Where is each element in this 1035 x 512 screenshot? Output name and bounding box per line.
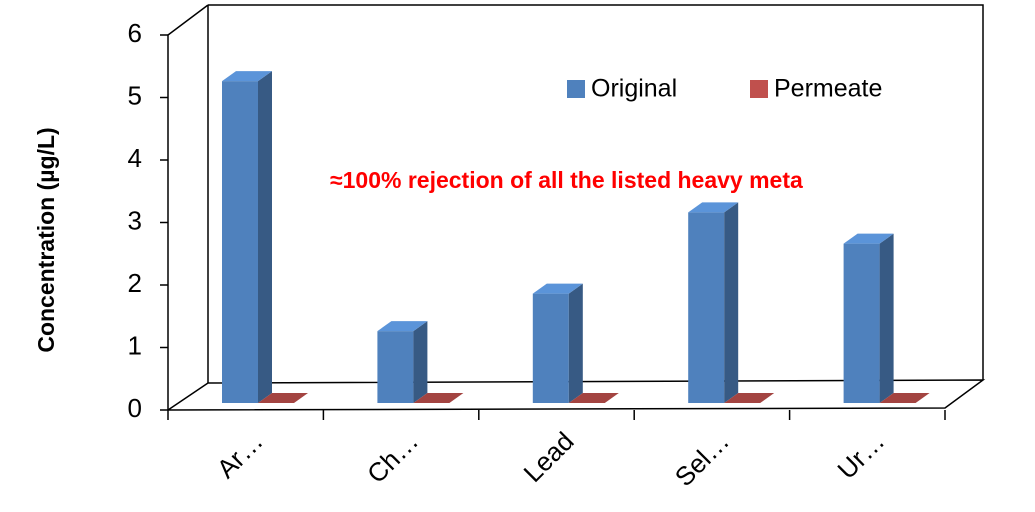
bar-top (688, 202, 739, 213)
bar-front (688, 212, 725, 403)
legend-label: Permeate (774, 75, 882, 103)
back-wall (208, 4, 984, 380)
legend-swatch (567, 80, 585, 98)
bar-top (532, 283, 583, 294)
y-tick-label: 2 (128, 268, 142, 298)
y-tick-label: 1 (128, 330, 142, 360)
y-tick-label: 6 (128, 18, 142, 48)
bar-side (568, 283, 583, 403)
bar-top (568, 393, 619, 403)
bar-top (724, 393, 775, 403)
bar-front (377, 331, 414, 403)
floor (167, 379, 986, 411)
annotation: ≈100% rejection of all the listed heavy … (330, 167, 803, 193)
x-tick-label: Sel… (669, 426, 735, 492)
x-tick-label: Ar… (211, 426, 269, 484)
x-tick-label: Ch… (361, 426, 424, 489)
bar-top (258, 393, 308, 403)
bar-side (724, 202, 739, 403)
x-tick-label: Ur… (831, 426, 890, 485)
bar-front (222, 81, 258, 403)
bar-side (879, 233, 894, 403)
bar-top (222, 71, 272, 82)
bar-front (532, 293, 569, 403)
y-tick-label: 0 (128, 393, 142, 423)
y-tick-label: 5 (128, 80, 142, 110)
bar-top (879, 393, 930, 403)
bar-top (413, 393, 464, 403)
bar-side (413, 321, 428, 403)
bar-side (258, 71, 272, 403)
x-tick-label: Lead (517, 426, 579, 488)
legend-label: Original (591, 75, 677, 103)
side-wall (167, 4, 209, 410)
bar-top (843, 233, 894, 244)
bar-front (843, 243, 880, 403)
y-axis-label: Concentration (µg/L) (33, 127, 59, 352)
legend-swatch (750, 80, 768, 98)
y-tick-label: 4 (128, 143, 142, 173)
bar-top (377, 321, 428, 332)
y-tick-label: 3 (128, 205, 142, 235)
